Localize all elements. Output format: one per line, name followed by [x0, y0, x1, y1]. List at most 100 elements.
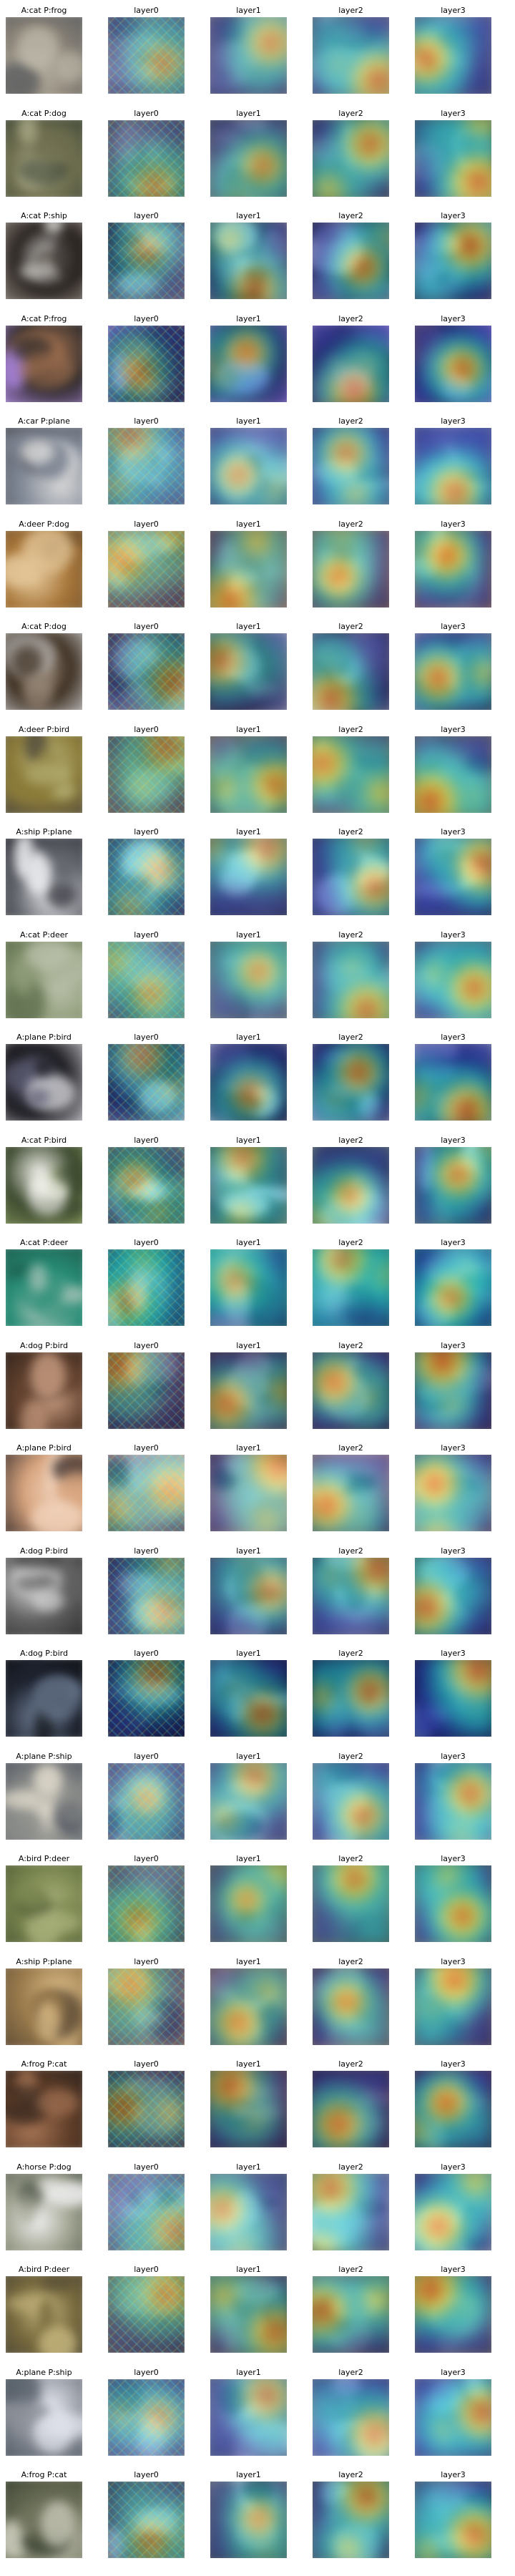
layer-edge — [108, 1455, 185, 1531]
heatmap-overlay — [210, 633, 287, 710]
grad-cam-image — [210, 1249, 287, 1326]
layer-label: layer1 — [236, 1649, 261, 1658]
layer-label: layer2 — [338, 1546, 363, 1556]
layer-label: layer0 — [134, 1135, 159, 1145]
layer-heatmap-cell: layer3 — [415, 1136, 491, 1224]
layer-label: layer2 — [338, 2367, 363, 2377]
layer-label: layer2 — [338, 1854, 363, 1863]
image-region — [133, 2008, 162, 2026]
layer-label: layer3 — [441, 1443, 466, 1453]
prediction-label: A:ship P:plane — [16, 827, 72, 836]
layer-heatmap-cell: layer1 — [210, 2470, 287, 2559]
layer-label: layer3 — [441, 211, 466, 220]
prediction-label: A:dog P:bird — [20, 1546, 68, 1556]
image-region — [117, 250, 170, 265]
layer-heatmap-cell: layer1 — [210, 2368, 287, 2457]
sample-row: A:ship P:plane layer0 layer1 layer2 layer3 — [0, 827, 515, 930]
layer-label: layer1 — [236, 313, 261, 323]
layer-label: layer2 — [338, 1443, 363, 1453]
heatmap-overlay — [108, 839, 185, 915]
sample-row: A:dog P:bird layer0 layer1 layer2 layer3 — [0, 1649, 515, 1752]
sample-row: A:plane P:bird layer0 layer1 layer2 layer3 — [0, 1033, 515, 1136]
layer-label: layer3 — [441, 930, 466, 940]
grad-cam-image — [415, 223, 491, 299]
layer-label: layer3 — [441, 2059, 466, 2069]
grad-cam-image — [210, 633, 287, 710]
image-region — [32, 1676, 82, 1722]
layer-heatmap-cell: layer1 — [210, 2265, 287, 2353]
layer-label: layer2 — [338, 1751, 363, 1761]
grad-cam-image — [313, 1146, 389, 1224]
grad-cam-image — [108, 1044, 185, 1121]
sample-row: A:plane P:ship layer0 layer1 layer2 layer3 — [0, 1752, 515, 1855]
layer-heatmap-cell: layer0 — [108, 2470, 185, 2559]
input-image — [6, 428, 82, 504]
layer-label: layer1 — [236, 1546, 261, 1556]
image-region — [118, 1570, 157, 1599]
layer-edge — [108, 1762, 185, 1840]
layer-heatmap-cell: layer3 — [415, 1649, 491, 1737]
layer-label: layer0 — [134, 6, 159, 15]
input-image — [6, 2173, 82, 2250]
layer-label: layer2 — [338, 724, 363, 734]
layer-heatmap-cell: layer3 — [415, 1854, 491, 1943]
grad-cam-image — [210, 2379, 287, 2456]
image-region — [26, 941, 69, 970]
heatmap-overlay — [108, 941, 185, 1018]
input-image — [6, 736, 82, 813]
grad-cam-image — [313, 1455, 389, 1531]
grad-cam-image — [415, 2173, 491, 2250]
image-region — [117, 358, 138, 374]
image-region — [12, 646, 44, 679]
layer-label: layer2 — [338, 211, 363, 220]
heatmap-overlay — [108, 223, 185, 299]
layer-label: layer0 — [134, 930, 159, 940]
layer-label: layer2 — [338, 1956, 363, 1966]
image-region — [57, 1781, 82, 1826]
layer-edge — [108, 839, 185, 915]
layer-edge — [108, 2173, 185, 2250]
input-image-cell: A:cat P:deer — [6, 930, 82, 1019]
heatmap-overlay — [108, 1352, 185, 1429]
heatmap-overlay — [210, 428, 287, 504]
prediction-label: A:cat P:ship — [21, 211, 67, 220]
input-image — [6, 1249, 82, 1326]
heatmap-overlay — [313, 1557, 389, 1634]
heatmap-overlay — [313, 530, 389, 608]
image-region — [129, 1684, 184, 1705]
layer-label: layer0 — [134, 313, 159, 323]
input-image — [6, 1455, 82, 1531]
sample-row: A:frog P:cat layer0 layer1 layer2 layer3 — [0, 2059, 515, 2162]
grad-cam-image — [108, 2482, 185, 2558]
layer-label: layer2 — [338, 2470, 363, 2479]
layer-label: layer3 — [441, 2367, 466, 2377]
image-region — [137, 353, 185, 383]
input-image-cell: A:frog P:cat — [6, 2470, 82, 2559]
layer-edge — [108, 1146, 185, 1224]
grad-cam-image — [210, 736, 287, 813]
heatmap-overlay — [313, 119, 389, 197]
layer-heatmap-cell: layer3 — [415, 1341, 491, 1430]
input-image — [6, 223, 82, 299]
layer-label: layer2 — [338, 2265, 363, 2274]
sample-row: A:plane P:bird layer0 layer1 layer2 layer3 — [0, 1443, 515, 1546]
layer-label: layer3 — [441, 1238, 466, 1247]
input-image-cell: A:car P:plane — [6, 416, 82, 505]
heatmap-overlay — [108, 2071, 185, 2147]
grad-cam-image — [313, 941, 389, 1018]
grad-cam-image — [108, 941, 185, 1018]
grad-cam-image — [415, 1044, 491, 1121]
heatmap-overlay — [313, 1968, 389, 2045]
layer-heatmap-cell: layer1 — [210, 109, 287, 197]
grad-cam-image — [108, 1660, 185, 1737]
input-image-cell: A:plane P:bird — [6, 1443, 82, 1532]
image-region — [136, 2276, 178, 2320]
input-image — [6, 1044, 82, 1121]
layer-label: layer1 — [236, 108, 261, 118]
layer-heatmap-cell: layer0 — [108, 1238, 185, 1327]
input-image-cell: A:ship P:plane — [6, 827, 82, 916]
grad-cam-image — [108, 1352, 185, 1429]
layer-heatmap-cell: layer3 — [415, 827, 491, 916]
prediction-label: A:frog P:cat — [21, 2470, 67, 2479]
layer-heatmap-cell: layer1 — [210, 1649, 287, 1737]
